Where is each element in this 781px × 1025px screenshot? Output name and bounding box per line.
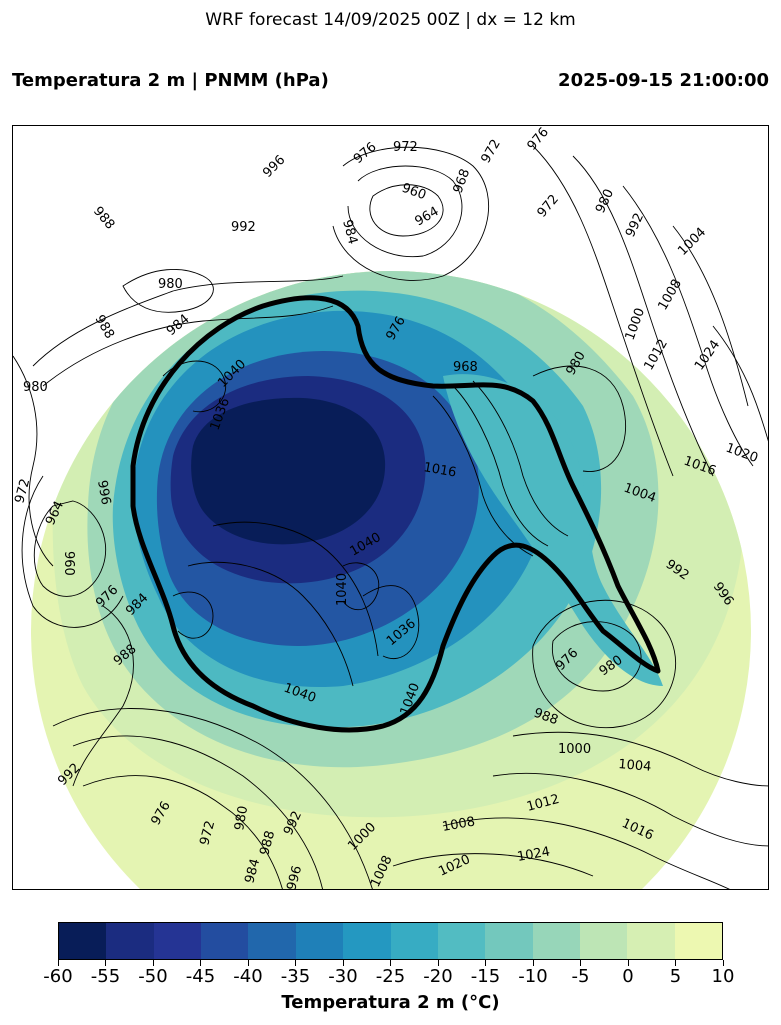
- colorbar-tick-label: -30: [328, 966, 358, 987]
- colorbar-swatch: [627, 923, 675, 959]
- colorbar-tick-mark: [152, 960, 154, 966]
- contour-label: 980: [593, 187, 617, 216]
- colorbar-tick-mark: [485, 960, 486, 966]
- colorbar-tick-label: -5: [571, 966, 590, 987]
- antarctic-coastline: [130, 295, 661, 733]
- contour-label: 980: [232, 805, 251, 832]
- contour-label: 1008: [441, 814, 476, 835]
- colorbar-label: Temperatura 2 m (°C): [281, 992, 500, 1013]
- colorbar-swatch: [437, 923, 486, 959]
- figure-suptitle: WRF forecast 14/09/2025 00Z | dx = 12 km: [205, 10, 576, 30]
- contour-label: 1024: [516, 844, 551, 865]
- contour-label: 1024: [692, 338, 723, 374]
- colorbar-swatch: [532, 923, 580, 959]
- colorbar-tick-label: 5: [669, 966, 682, 987]
- colorbar-tick-mark: [247, 960, 249, 966]
- antarctic-map: 996 972 976 972 976 988 992 984 960 964 …: [13, 126, 768, 890]
- colorbar-tick-mark: [105, 960, 106, 966]
- colorbar-tick-mark: [57, 960, 59, 966]
- colorbar-tick-mark: [532, 960, 534, 966]
- contour-label: 960: [61, 551, 76, 576]
- colorbar-swatch: [674, 923, 723, 959]
- contour-label: 996: [284, 864, 305, 890]
- colorbar-tick-mark: [342, 960, 344, 966]
- contour-label: 992: [231, 220, 256, 235]
- contour-label: 968: [451, 167, 474, 195]
- colorbar-tick-label: -15: [470, 966, 501, 987]
- colorbar-tick-label: -20: [423, 966, 453, 987]
- contour-label: 972: [393, 140, 418, 155]
- contour-label: 972: [197, 819, 218, 847]
- contour-label: 980: [23, 380, 48, 395]
- colorbar-tick-mark: [580, 960, 581, 966]
- contour-label: 1004: [618, 757, 652, 775]
- colorbar-tick-mark: [437, 960, 439, 966]
- contour-label: 976: [525, 126, 552, 154]
- colorbar-swatch: [59, 923, 107, 959]
- colorbar-tick-label: -35: [280, 966, 311, 987]
- contour-label: 964: [413, 204, 442, 229]
- colorbar-tick-label: -55: [90, 966, 121, 987]
- colorbar-tick-label: -25: [375, 966, 406, 987]
- colorbar-tick-label: -40: [233, 966, 263, 987]
- colorbar-tick-mark: [390, 960, 391, 966]
- colorbar-tick-label: -60: [43, 966, 73, 987]
- colorbar-tick-mark: [295, 960, 296, 966]
- contour-label: 960: [400, 181, 428, 204]
- contour-label: 996: [260, 153, 288, 181]
- temperature-field: [31, 271, 751, 889]
- colorbar-tick-label: -45: [185, 966, 216, 987]
- temperature-colorbar: [58, 922, 723, 960]
- contour-label: 996: [94, 479, 113, 506]
- contour-label: 972: [13, 477, 33, 505]
- colorbar-swatch: [343, 923, 391, 959]
- colorbar-tick-mark: [200, 960, 201, 966]
- pressure-contours: [13, 145, 768, 889]
- map-panel: 996 972 976 972 976 988 992 984 960 964 …: [12, 125, 769, 890]
- colorbar-swatch: [295, 923, 344, 959]
- map-title-left: Temperatura 2 m | PNMM (hPa): [12, 70, 329, 91]
- contour-label: 984: [242, 857, 263, 885]
- contour-label: 1000: [623, 306, 648, 342]
- contour-label: 988: [90, 204, 117, 233]
- colorbar-ticks: -60 -55 -50 -45 -40 -35 -30 -25 -20 -15 -10 -5 0 5 10: [43, 960, 734, 988]
- colorbar-swatch: [579, 923, 628, 959]
- contour-label: 988: [257, 829, 278, 857]
- colorbar-swatch: [485, 923, 533, 959]
- colorbar-swatch: [248, 923, 296, 959]
- contour-label: 984: [339, 218, 360, 246]
- contour-label: 1020: [724, 441, 760, 466]
- contour-labels: 996 972 976 972 976 988 992 984 960 964 …: [13, 126, 760, 890]
- contour-label: 980: [158, 277, 183, 292]
- colorbar-tick-label: 10: [711, 966, 735, 987]
- colorbar-tick-mark: [627, 960, 629, 966]
- colorbar-swatch: [390, 923, 438, 959]
- contour-label: 1016: [422, 460, 457, 481]
- contour-label: 988: [92, 313, 117, 342]
- colorbar-swatch: [201, 923, 249, 959]
- contour-label: 968: [453, 360, 478, 375]
- colorbar-swatch: [106, 923, 154, 959]
- colorbar-tick-mark: [675, 960, 676, 966]
- contour-label: 1008: [655, 277, 685, 313]
- contour-label: 1000: [558, 742, 591, 757]
- colorbar-swatch: [153, 923, 202, 959]
- contour-label: 1012: [641, 337, 671, 373]
- colorbar-tick-label: 0: [622, 966, 634, 987]
- colorbar-tick-mark: [722, 960, 724, 966]
- contour-label: 976: [351, 140, 380, 167]
- map-title-right: 2025-09-15 21:00:00: [558, 70, 769, 91]
- contour-label: 972: [478, 137, 503, 166]
- contour-label: 1040: [335, 573, 350, 606]
- contour-label: 972: [535, 192, 562, 221]
- colorbar-tick-label: -10: [518, 966, 548, 987]
- colorbar-tick-label: -50: [138, 966, 168, 987]
